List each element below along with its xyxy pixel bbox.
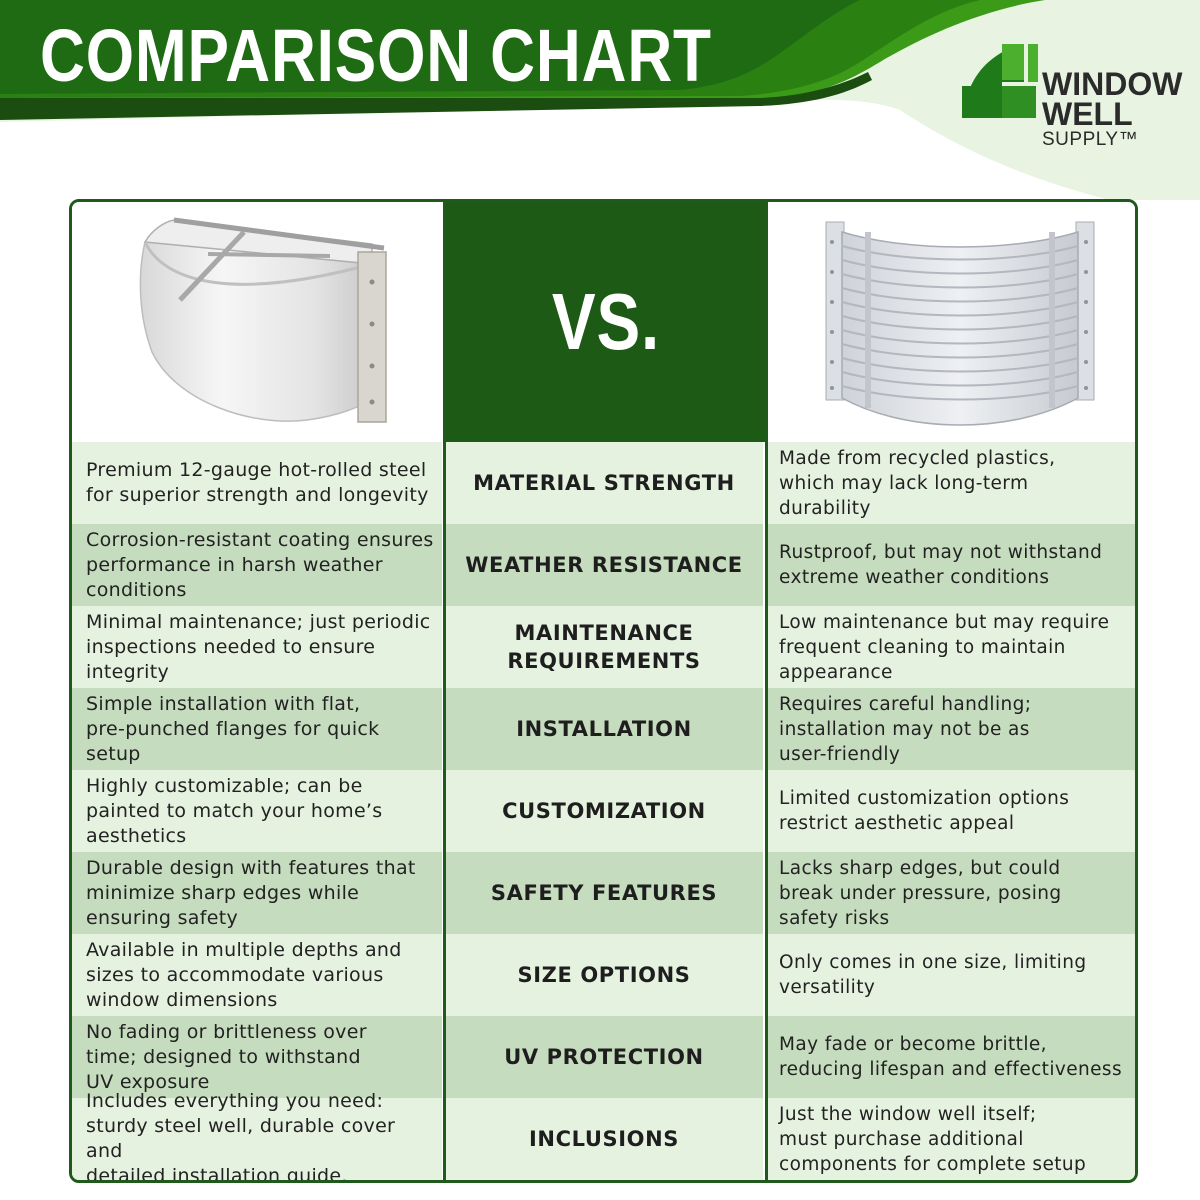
category-label: MAINTENANCE REQUIREMENTS xyxy=(507,621,701,673)
steel-cell: Premium 12-gauge hot-rolled steel for su… xyxy=(72,442,442,524)
category-label: SAFETY FEATURES xyxy=(490,881,718,905)
table-row: Simple installation with flat, pre-punch… xyxy=(72,688,1135,770)
category-label: INCLUSIONS xyxy=(529,1127,679,1151)
steel-window-well-photo xyxy=(139,217,387,423)
category-label: SIZE OPTIONS xyxy=(517,963,691,987)
plastic-cell: Rustproof, but may not withstand extreme… xyxy=(766,524,1135,606)
plastic-description: Made from recycled plastics, which may l… xyxy=(779,447,1056,519)
steel-cell: Includes everything you need: sturdy ste… xyxy=(72,1090,442,1180)
steel-cell: Corrosion-resistant coating ensures perf… xyxy=(72,524,442,606)
table-row: Highly customizable; can be painted to m… xyxy=(72,770,1135,852)
plastic-cell: Low maintenance but may require frequent… xyxy=(766,606,1135,688)
category-cell: MATERIAL STRENGTH xyxy=(444,442,764,524)
steel-description: Available in multiple depths and sizes t… xyxy=(86,938,402,1011)
table-row: Includes everything you need: sturdy ste… xyxy=(72,1090,1135,1180)
steel-description: Corrosion-resistant coating ensures perf… xyxy=(86,528,434,601)
steel-description: Simple installation with flat, pre-punch… xyxy=(86,692,380,765)
plastic-window-well-photo xyxy=(825,221,1095,426)
logo-text-window: WINDOW xyxy=(1042,66,1183,102)
category-cell: UV PROTECTION xyxy=(444,1016,764,1098)
header-banner xyxy=(0,0,1200,200)
plastic-cell: Limited customization options restrict a… xyxy=(766,770,1135,852)
category-label: WEATHER RESISTANCE xyxy=(465,553,743,577)
steel-description: No fading or brittleness over time; desi… xyxy=(86,1020,367,1093)
category-label: INSTALLATION xyxy=(516,717,692,741)
plastic-description: Low maintenance but may require frequent… xyxy=(779,611,1110,683)
plastic-description: Limited customization options restrict a… xyxy=(779,788,1070,834)
category-cell: INCLUSIONS xyxy=(444,1098,764,1180)
comparison-rows: Premium 12-gauge hot-rolled steel for su… xyxy=(72,442,1135,1180)
category-label: UV PROTECTION xyxy=(504,1045,704,1069)
window-logo-icon xyxy=(962,44,1038,118)
steel-window-well-image-cell xyxy=(72,202,443,442)
logo-text-well: WELL xyxy=(1042,96,1133,132)
steel-cell: Highly customizable; can be painted to m… xyxy=(72,770,442,852)
plastic-description: May fade or become brittle, reducing lif… xyxy=(779,1034,1122,1080)
plastic-description: Lacks sharp edges, but could break under… xyxy=(779,857,1062,929)
plastic-description: Rustproof, but may not withstand extreme… xyxy=(779,542,1103,588)
table-row: Durable design with features that minimi… xyxy=(72,852,1135,934)
vs-cell: VS. xyxy=(446,202,765,442)
table-row: Premium 12-gauge hot-rolled steel for su… xyxy=(72,442,1135,524)
table-row: No fading or brittleness over time; desi… xyxy=(72,1016,1135,1098)
category-label: CUSTOMIZATION xyxy=(502,799,706,823)
category-cell: WEATHER RESISTANCE xyxy=(444,524,764,606)
steel-description: Minimal maintenance; just periodic inspe… xyxy=(86,610,431,683)
category-cell: MAINTENANCE REQUIREMENTS xyxy=(444,606,764,688)
steel-description: Highly customizable; can be painted to m… xyxy=(86,774,383,847)
steel-cell: Simple installation with flat, pre-punch… xyxy=(72,688,442,770)
steel-description: Premium 12-gauge hot-rolled steel for su… xyxy=(86,459,429,506)
category-cell: INSTALLATION xyxy=(444,688,764,770)
plastic-cell: May fade or become brittle, reducing lif… xyxy=(766,1016,1135,1098)
category-cell: SAFETY FEATURES xyxy=(444,852,764,934)
steel-cell: Minimal maintenance; just periodic inspe… xyxy=(72,606,442,688)
table-row: Corrosion-resistant coating ensures perf… xyxy=(72,524,1135,606)
plastic-cell: Made from recycled plastics, which may l… xyxy=(766,442,1135,524)
plastic-description: Just the window well itself; must purcha… xyxy=(779,1103,1087,1175)
logo-text-supply: SUPPLY™ xyxy=(1042,129,1139,150)
plastic-cell: Lacks sharp edges, but could break under… xyxy=(766,852,1135,934)
vs-label: VS. xyxy=(551,277,660,366)
plastic-cell: Just the window well itself; must purcha… xyxy=(766,1098,1135,1180)
column-divider xyxy=(765,202,768,1180)
plastic-description: Requires careful handling; installation … xyxy=(779,693,1032,765)
steel-cell: No fading or brittleness over time; desi… xyxy=(72,1016,442,1098)
page-title: COMPARISON CHART xyxy=(40,14,712,97)
plastic-cell: Requires careful handling; installation … xyxy=(766,688,1135,770)
table-row: Available in multiple depths and sizes t… xyxy=(72,934,1135,1016)
steel-description: Durable design with features that minimi… xyxy=(86,856,416,929)
table-row: Minimal maintenance; just periodic inspe… xyxy=(72,606,1135,688)
plastic-description: Only comes in one size, limiting versati… xyxy=(779,952,1087,998)
plastic-window-well-image-cell xyxy=(768,202,1135,442)
category-label: MATERIAL STRENGTH xyxy=(473,471,735,495)
column-divider xyxy=(443,202,446,1180)
brand-logo: WINDOW WELL SUPPLY™ xyxy=(962,42,1192,150)
steel-description: Includes everything you need: sturdy ste… xyxy=(86,1090,396,1183)
steel-cell: Available in multiple depths and sizes t… xyxy=(72,934,442,1016)
category-cell: CUSTOMIZATION xyxy=(444,770,764,852)
comparison-table: VS. xyxy=(69,199,1138,1183)
category-cell: SIZE OPTIONS xyxy=(444,934,764,1016)
steel-cell: Durable design with features that minimi… xyxy=(72,852,442,934)
plastic-cell: Only comes in one size, limiting versati… xyxy=(766,934,1135,1016)
